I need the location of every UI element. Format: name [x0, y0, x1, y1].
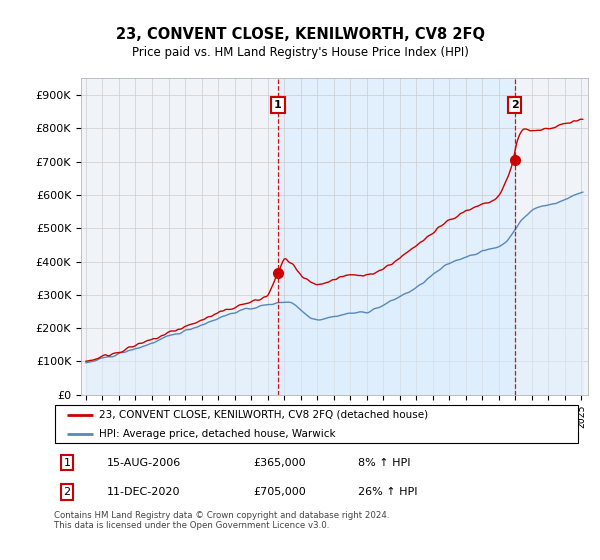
Text: 23, CONVENT CLOSE, KENILWORTH, CV8 2FQ: 23, CONVENT CLOSE, KENILWORTH, CV8 2FQ	[115, 27, 485, 42]
Text: Price paid vs. HM Land Registry's House Price Index (HPI): Price paid vs. HM Land Registry's House …	[131, 46, 469, 59]
Text: 1: 1	[274, 100, 282, 110]
FancyBboxPatch shape	[55, 405, 578, 443]
Text: 8% ↑ HPI: 8% ↑ HPI	[359, 458, 411, 468]
Text: 1: 1	[64, 458, 71, 468]
Text: 2: 2	[64, 487, 71, 497]
Text: HPI: Average price, detached house, Warwick: HPI: Average price, detached house, Warw…	[98, 429, 335, 439]
Text: 15-AUG-2006: 15-AUG-2006	[107, 458, 181, 468]
Text: 2: 2	[511, 100, 518, 110]
Text: £705,000: £705,000	[254, 487, 306, 497]
Text: 26% ↑ HPI: 26% ↑ HPI	[359, 487, 418, 497]
Bar	[278, 78, 515, 395]
Text: Contains HM Land Registry data © Crown copyright and database right 2024.
This d: Contains HM Land Registry data © Crown c…	[54, 511, 389, 530]
Text: 11-DEC-2020: 11-DEC-2020	[107, 487, 180, 497]
Text: £365,000: £365,000	[254, 458, 306, 468]
Text: 23, CONVENT CLOSE, KENILWORTH, CV8 2FQ (detached house): 23, CONVENT CLOSE, KENILWORTH, CV8 2FQ (…	[98, 409, 428, 419]
